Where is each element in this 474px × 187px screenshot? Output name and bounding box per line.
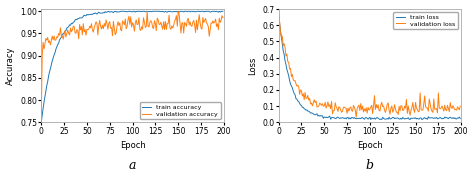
validation loss xyxy=(287,68,292,70)
validation loss xyxy=(457,105,463,107)
Text: a: a xyxy=(129,159,137,172)
validation loss xyxy=(283,55,289,57)
validation accuracy xyxy=(212,21,218,23)
train loss xyxy=(419,118,425,121)
train loss xyxy=(310,112,315,114)
train accuracy xyxy=(220,10,226,12)
train accuracy xyxy=(38,121,44,123)
train loss xyxy=(276,13,282,15)
validation loss xyxy=(354,116,359,118)
validation accuracy xyxy=(49,35,55,37)
validation loss xyxy=(276,13,282,15)
Line: train accuracy: train accuracy xyxy=(41,11,223,122)
validation accuracy xyxy=(144,10,150,12)
train accuracy xyxy=(46,75,51,77)
validation accuracy xyxy=(87,25,92,27)
validation accuracy xyxy=(46,42,51,44)
validation accuracy xyxy=(72,32,78,34)
validation loss xyxy=(324,105,330,107)
validation loss xyxy=(443,109,448,111)
Line: validation accuracy: validation accuracy xyxy=(41,11,223,118)
validation accuracy xyxy=(38,117,44,119)
validation accuracy xyxy=(220,17,226,19)
train loss xyxy=(283,63,289,65)
X-axis label: Epoch: Epoch xyxy=(120,141,146,150)
Text: b: b xyxy=(366,159,374,172)
train accuracy xyxy=(206,10,211,12)
Line: validation loss: validation loss xyxy=(279,14,460,117)
X-axis label: Epoch: Epoch xyxy=(357,141,383,150)
Y-axis label: Loss: Loss xyxy=(248,56,257,75)
validation loss xyxy=(310,105,315,107)
train loss xyxy=(324,116,330,119)
Line: train loss: train loss xyxy=(279,14,460,119)
validation loss xyxy=(449,107,455,110)
train accuracy xyxy=(72,19,78,21)
train accuracy xyxy=(212,10,218,12)
validation accuracy xyxy=(206,26,211,28)
train loss xyxy=(287,79,292,82)
train loss xyxy=(457,117,463,120)
train accuracy xyxy=(87,13,92,16)
train loss xyxy=(449,117,455,119)
Legend: train accuracy, validation accuracy: train accuracy, validation accuracy xyxy=(140,102,221,119)
Y-axis label: Accuracy: Accuracy xyxy=(6,46,15,85)
train accuracy xyxy=(49,60,55,62)
train loss xyxy=(443,117,448,119)
Legend: train loss, validation loss: train loss, validation loss xyxy=(393,12,458,29)
train accuracy xyxy=(118,10,124,12)
